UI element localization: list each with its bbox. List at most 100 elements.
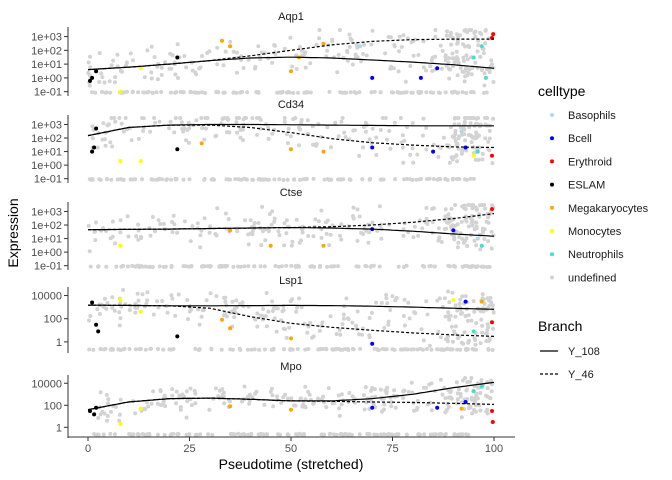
point-undefined: [418, 177, 423, 181]
point-eslam: [175, 55, 180, 60]
point-undefined: [339, 222, 344, 227]
legend-key-basophils: [550, 113, 554, 117]
point-undefined: [491, 326, 495, 331]
point-undefined: [473, 338, 478, 343]
point-undefined: [109, 116, 114, 120]
point-undefined: [463, 313, 468, 318]
point-undefined: [256, 90, 261, 95]
point-undefined: [403, 90, 408, 95]
point-monocytes: [471, 153, 476, 158]
point-bcell: [370, 341, 375, 346]
point-undefined: [140, 116, 145, 120]
point-undefined: [105, 301, 110, 305]
point-undefined: [409, 380, 414, 385]
point-undefined: [363, 385, 368, 390]
point-undefined: [174, 401, 178, 406]
point-undefined: [117, 116, 122, 120]
point-undefined: [198, 233, 203, 238]
point-undefined: [362, 224, 367, 229]
point-undefined: [490, 161, 495, 166]
point-undefined: [334, 347, 338, 352]
point-undefined: [412, 224, 417, 229]
point-undefined: [450, 290, 455, 295]
point-undefined: [478, 30, 482, 35]
point-undefined: [470, 411, 475, 416]
point-undefined: [160, 299, 165, 303]
point-undefined: [366, 432, 371, 436]
point-undefined: [237, 346, 242, 351]
point-undefined: [181, 177, 186, 182]
point-undefined: [470, 213, 475, 218]
point-undefined: [470, 206, 475, 211]
legend-label: Neutrophils: [568, 249, 624, 261]
point-undefined: [474, 132, 479, 137]
point-undefined: [447, 145, 451, 150]
point-undefined: [367, 333, 372, 338]
point-undefined: [469, 318, 474, 323]
point-undefined: [175, 230, 180, 235]
point-undefined: [282, 120, 287, 124]
point-undefined: [448, 395, 453, 400]
point-undefined: [357, 214, 362, 219]
point-undefined: [193, 401, 198, 406]
y-tick-label: 1e+00: [31, 160, 62, 172]
curve-y_46: [88, 213, 495, 231]
point-undefined: [336, 52, 341, 57]
point-undefined: [454, 229, 459, 234]
point-undefined: [447, 76, 452, 81]
point-undefined: [183, 264, 188, 269]
point-undefined: [469, 220, 474, 225]
y-tick-label: 1e+02: [31, 45, 62, 57]
point-undefined: [451, 176, 455, 181]
point-undefined: [300, 230, 305, 235]
point-undefined: [170, 230, 175, 235]
point-undefined: [292, 403, 297, 408]
point-undefined: [484, 331, 489, 336]
point-undefined: [255, 116, 259, 120]
point-undefined: [481, 309, 486, 314]
y-tick-label: 1e-01: [34, 87, 62, 99]
point-megakaryocytes: [289, 69, 293, 74]
point-undefined: [149, 44, 154, 49]
point-undefined: [145, 48, 150, 53]
point-undefined: [266, 177, 271, 182]
point-undefined: [282, 46, 287, 51]
y-tick-label: 1e+01: [31, 59, 62, 71]
point-undefined: [441, 135, 446, 140]
point-undefined: [455, 308, 460, 313]
point-undefined: [133, 264, 138, 269]
point-undefined: [305, 330, 310, 335]
point-undefined: [181, 90, 186, 95]
point-undefined: [482, 227, 487, 232]
point-monocytes: [138, 406, 143, 411]
point-undefined: [425, 312, 430, 317]
point-undefined: [119, 121, 124, 126]
point-eslam: [90, 300, 95, 305]
point-undefined: [424, 206, 429, 210]
point-undefined: [438, 377, 443, 382]
point-undefined: [250, 116, 255, 121]
y-tick-label: 1e+00: [31, 247, 62, 259]
point-undefined: [159, 90, 164, 94]
y-axis-label: Expression: [5, 198, 21, 267]
point-undefined: [440, 48, 445, 53]
point-undefined: [286, 433, 291, 437]
point-undefined: [121, 177, 126, 182]
point-undefined: [264, 324, 269, 329]
point-undefined: [228, 432, 233, 436]
point-undefined: [445, 346, 450, 351]
point-undefined: [236, 177, 241, 182]
point-undefined: [401, 160, 406, 165]
point-undefined: [248, 231, 253, 236]
point-undefined: [208, 224, 213, 229]
point-undefined: [424, 126, 429, 130]
point-undefined: [104, 306, 109, 311]
point-undefined: [126, 234, 131, 239]
point-undefined: [401, 265, 406, 269]
point-bcell: [463, 299, 468, 304]
point-undefined: [370, 28, 375, 33]
point-undefined: [367, 137, 372, 142]
point-undefined: [156, 347, 160, 351]
point-undefined: [136, 136, 141, 141]
point-undefined: [146, 404, 151, 409]
